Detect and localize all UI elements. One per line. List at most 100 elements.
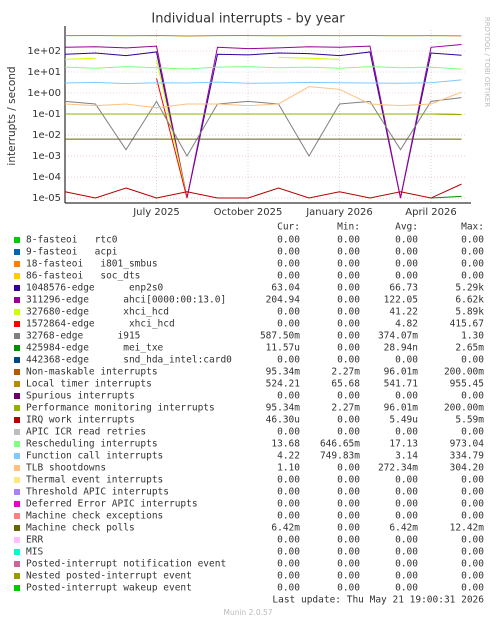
stat-value: 0.00: [337, 547, 360, 558]
stat-value: 0.00: [461, 391, 484, 402]
stat-value: 2.27m: [331, 403, 360, 414]
stat-value: 0.00: [337, 475, 360, 486]
stat-value: 587.50m: [260, 331, 300, 342]
legend-swatch: [14, 297, 20, 303]
stat-value: 200.00m: [444, 403, 484, 414]
stat-value: 0.00: [395, 583, 418, 594]
series-line: [64, 43, 462, 199]
stat-value: 646.65m: [320, 439, 360, 450]
stat-value: 0.00: [461, 355, 484, 366]
legend-label: 32768-edge i915: [26, 331, 140, 342]
series-line: [430, 195, 462, 199]
legend-swatch: [14, 525, 20, 531]
stat-header: Max:: [461, 222, 484, 233]
stat-value: 0.00: [277, 511, 300, 522]
legend-label: Spurious interrupts: [26, 391, 135, 402]
stat-value: 0.00: [461, 235, 484, 246]
stat-value: 5.29k: [455, 283, 484, 294]
stat-value: 0.00: [395, 247, 418, 258]
stat-value: 0.00: [461, 427, 484, 438]
stat-value: 0.00: [277, 355, 300, 366]
stat-value: 95.34m: [266, 367, 301, 378]
legend-swatch: [14, 333, 20, 339]
legend-swatch: [14, 237, 20, 243]
legend-label: Deferred Error APIC interrupts: [26, 499, 198, 510]
stat-value: 4.82: [395, 319, 418, 330]
legend-label: 327680-edge xhci_hcd: [26, 307, 169, 318]
stat-value: 0.00: [461, 535, 484, 546]
stat-value: 200.00m: [444, 367, 484, 378]
stat-value: 0.00: [337, 259, 360, 270]
stat-value: 0.00: [337, 283, 360, 294]
legend-label: APIC ICR read retries: [26, 427, 146, 438]
legend-swatch: [14, 477, 20, 483]
legend-swatch: [14, 417, 20, 423]
stat-value: 1.30: [461, 331, 484, 342]
y-tick-label: 1e+00: [27, 88, 61, 99]
last-update: Last update: Thu May 21 19:00:31 2026: [272, 595, 484, 606]
stat-value: 96.01m: [384, 367, 419, 378]
stat-value: 272.34m: [378, 463, 418, 474]
stat-value: 0.00: [337, 247, 360, 258]
stat-value: 0.00: [277, 235, 300, 246]
stat-value: 973.04: [450, 439, 485, 450]
legend-label: Function call interrupts: [26, 451, 163, 462]
stat-value: 334.79: [450, 451, 485, 462]
stat-value: 0.00: [461, 571, 484, 582]
legend-swatch: [14, 369, 20, 375]
x-tick-label: July 2025: [132, 207, 180, 218]
legend-label: Machine check exceptions: [26, 511, 163, 522]
legend-swatch: [14, 453, 20, 459]
stat-value: 2.65m: [455, 343, 484, 354]
stat-value: 1.10: [277, 463, 300, 474]
stat-value: 63.04: [271, 283, 300, 294]
stat-value: 0.00: [395, 559, 418, 570]
stat-value: 374.07m: [378, 331, 418, 342]
stat-value: 0.00: [461, 547, 484, 558]
legend-swatch: [14, 393, 20, 399]
stat-value: 0.00: [337, 307, 360, 318]
stat-value: 0.00: [395, 499, 418, 510]
stat-value: 0.00: [337, 391, 360, 402]
stat-value: 65.68: [331, 379, 360, 390]
stat-value: 0.00: [395, 427, 418, 438]
stat-value: 0.00: [395, 475, 418, 486]
plot-area: [65, 30, 467, 203]
legend-label: 442368-edge snd_hda_intel:card0: [26, 355, 232, 366]
stat-value: 0.00: [395, 259, 418, 270]
y-tick-label: 1e-04: [32, 172, 61, 183]
stat-value: 0.00: [277, 547, 300, 558]
legend-swatch: [14, 441, 20, 447]
legend-label: Machine check polls: [26, 523, 135, 534]
stat-value: 0.00: [277, 535, 300, 546]
legend-label: 9-fasteoi acpi: [26, 247, 118, 258]
stat-value: 95.34m: [266, 403, 301, 414]
stat-value: 46.30u: [266, 415, 300, 426]
stat-value: 0.00: [337, 559, 360, 570]
stat-value: 0.00: [277, 559, 300, 570]
stat-value: 749.83m: [320, 451, 360, 462]
legend-label: Local timer interrupts: [26, 379, 152, 390]
y-axis-label: interrupts / second: [6, 66, 18, 165]
stat-value: 415.67: [450, 319, 484, 330]
stat-value: 0.00: [277, 319, 300, 330]
stat-value: 28.94n: [384, 343, 418, 354]
stat-value: 6.42m: [389, 523, 418, 534]
stat-value: 0.00: [337, 571, 360, 582]
legend-swatch: [14, 429, 20, 435]
stat-value: 0.00: [461, 583, 484, 594]
stat-value: 0.00: [395, 571, 418, 582]
stat-value: 0.00: [337, 487, 360, 498]
legend-label: 8-fasteoi rtc0: [26, 235, 118, 246]
series-line: [64, 66, 462, 70]
legend-label: 1572864-edge xhci_hcd: [26, 319, 175, 330]
stat-value: 0.00: [337, 463, 360, 474]
stat-value: 122.05: [384, 295, 418, 306]
legend-swatch: [14, 345, 20, 351]
stat-value: 0.00: [337, 415, 360, 426]
series-line: [64, 97, 462, 158]
stat-value: 5.59m: [455, 415, 484, 426]
series-line: [64, 86, 462, 109]
stat-value: 524.21: [266, 379, 301, 390]
